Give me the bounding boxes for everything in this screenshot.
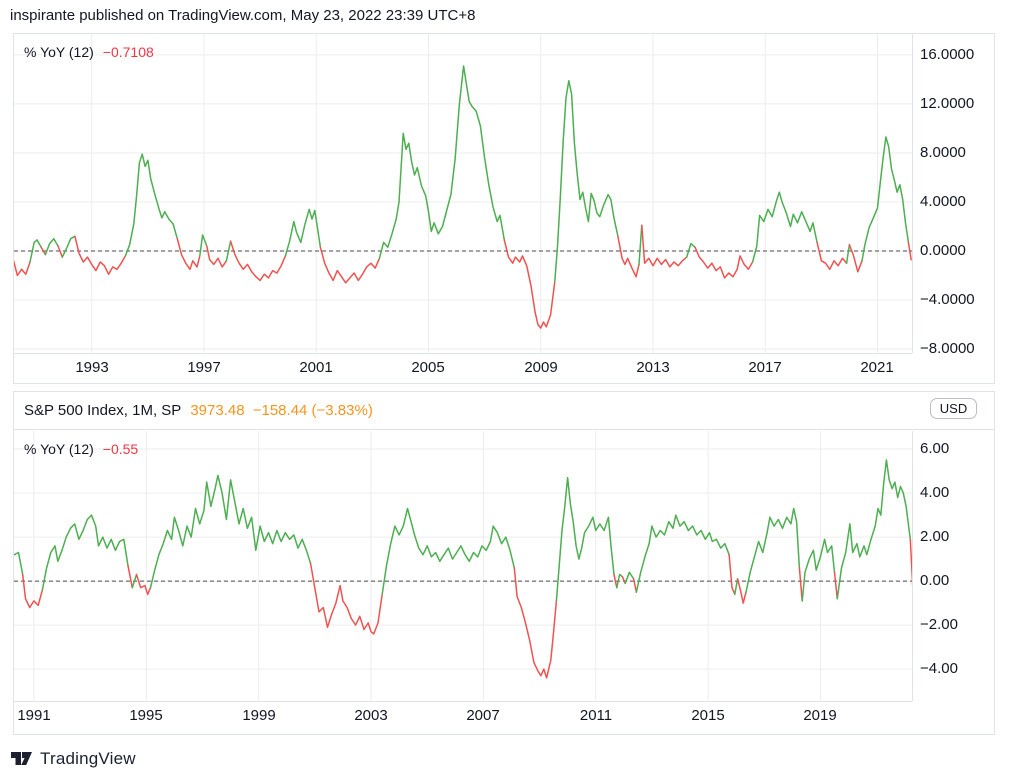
time-axis-label: 2017 [748,359,782,376]
price-axis-label: 12.0000 [920,95,975,112]
price-axis-label: −8.0000 [920,340,975,353]
currency-toggle-area: USD [913,392,994,430]
time-axis-label: 1991 [17,707,51,724]
price-axis-label: −4.0000 [920,291,975,308]
lower-chart-canvas[interactable] [14,431,912,701]
upper-time-axis[interactable]: 1993 1997 2001 2005 2009 2013 2017 2021 [14,353,912,383]
lower-price-axis[interactable]: 6.00 4.00 2.00 0.00 −2.00 −4.00 [913,431,994,701]
upper-plot-area[interactable]: % YoY (12) −0.7108 [14,34,913,353]
upper-chart-panel: % YoY (12) −0.7108 16.0000 12.0000 8.0000 4.… [13,33,995,384]
symbol-title[interactable]: S&P 500 Index, 1M, SP [24,402,182,419]
publish-attribution: inspirante published on TradingView.com,… [10,7,476,24]
symbol-legend[interactable]: S&P 500 Index, 1M, SP 3973.48 −158.44 (−3… [24,402,373,419]
price-axis-label: −2.00 [920,616,958,633]
indicator-value: −0.7108 [102,44,154,60]
symbol-change: −158.44 (−3.83%) [252,402,373,419]
time-axis-label: 2019 [803,707,837,724]
tradingview-logo-icon [10,749,33,769]
price-axis-label: 6.00 [920,440,950,457]
brand-name: TradingView [40,749,136,768]
lower-time-axis[interactable]: 1991 1995 1999 2003 2007 2011 2015 2019 [14,701,912,734]
price-axis-label: 0.0000 [920,242,966,259]
indicator-value: −0.55 [102,441,139,457]
time-axis-label: 2003 [354,707,388,724]
price-axis-label: −4.00 [920,660,958,677]
price-axis-label: 2.00 [920,528,950,545]
indicator-label[interactable]: % YoY (12) [24,44,94,60]
upper-price-axis[interactable]: 16.0000 12.0000 8.0000 4.0000 0.0000 −4.0000 −… [913,34,994,353]
price-axis-label: 4.0000 [920,193,966,210]
time-axis-label: 2001 [299,359,333,376]
time-axis-label: 1999 [242,707,276,724]
price-axis-label: 16.0000 [920,46,975,63]
time-axis-label: 2021 [860,359,894,376]
lower-chart-panel: S&P 500 Index, 1M, SP 3973.48 −158.44 (−3… [13,391,995,735]
time-axis-label: 2007 [466,707,500,724]
time-axis-label: 1993 [75,359,109,376]
currency-badge[interactable]: USD [929,398,978,419]
time-axis-label: 2013 [636,359,670,376]
price-axis-label: 4.00 [920,484,950,501]
lower-indicator-legend[interactable]: % YoY (12) −0.55 [24,441,138,457]
upper-chart-canvas[interactable] [14,34,912,353]
indicator-label[interactable]: % YoY (12) [24,441,94,457]
upper-indicator-legend[interactable]: % YoY (12) −0.7108 [24,44,154,60]
symbol-last-price: 3973.48 [190,402,245,419]
lower-plot-area[interactable]: % YoY (12) −0.55 [14,431,913,701]
price-axis-label: 0.00 [920,572,950,589]
time-axis-label: 2011 [579,707,613,724]
time-axis-label: 2015 [691,707,725,724]
time-axis-label: 1997 [187,359,221,376]
time-axis-label: 2005 [411,359,445,376]
time-axis-label: 2009 [524,359,558,376]
time-axis-label: 1995 [129,707,163,724]
tradingview-brand[interactable]: TradingView [10,749,136,769]
price-axis-label: 8.0000 [920,144,966,161]
symbol-header-row: S&P 500 Index, 1M, SP 3973.48 −158.44 (−3… [14,392,994,430]
